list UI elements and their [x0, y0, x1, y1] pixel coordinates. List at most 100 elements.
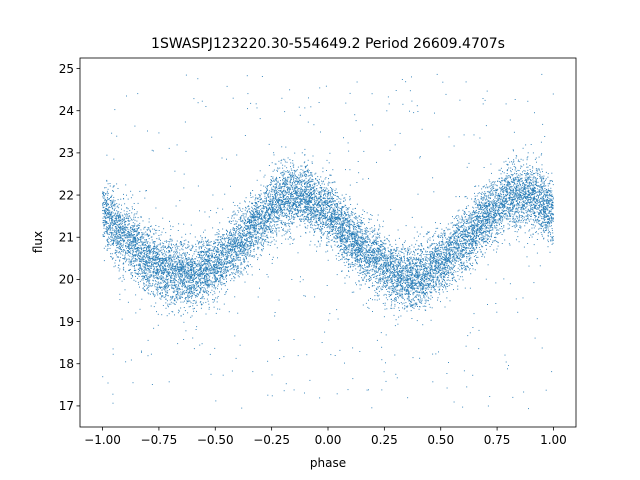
data-point [235, 265, 237, 267]
data-point [552, 184, 554, 186]
data-point [175, 288, 177, 290]
data-point [318, 182, 320, 184]
data-point [493, 212, 495, 214]
data-point [172, 263, 174, 265]
data-point [475, 207, 477, 209]
data-point [382, 276, 384, 278]
data-point [275, 211, 277, 213]
data-point [315, 182, 317, 184]
data-point [458, 229, 460, 231]
data-point [344, 199, 346, 201]
data-point [465, 250, 467, 252]
data-point [402, 277, 404, 279]
data-point [138, 227, 139, 229]
data-point [414, 303, 416, 305]
data-point [403, 253, 405, 255]
data-point [438, 281, 440, 283]
data-point [177, 281, 179, 283]
data-point [216, 272, 218, 274]
data-point [232, 250, 234, 252]
data-point [312, 181, 314, 182]
data-point [151, 264, 153, 266]
data-point [303, 162, 305, 164]
data-point [300, 192, 302, 193]
data-point [347, 213, 349, 215]
data-point [351, 219, 353, 221]
data-point [482, 240, 484, 242]
data-point [519, 175, 521, 177]
data-point [450, 262, 452, 264]
data-point [474, 219, 476, 221]
data-point [325, 85, 327, 87]
data-point [418, 235, 419, 237]
data-point [548, 216, 550, 218]
data-point [363, 238, 365, 240]
data-point [241, 273, 243, 275]
data-point [290, 200, 292, 202]
data-point [410, 306, 412, 308]
data-point [512, 181, 514, 183]
data-point [430, 279, 432, 281]
data-point [132, 240, 134, 242]
data-point [229, 274, 231, 276]
data-point [249, 225, 251, 227]
data-point [391, 293, 393, 295]
data-point [410, 263, 412, 265]
data-point [218, 243, 220, 245]
data-point [436, 244, 438, 245]
data-point [494, 200, 496, 202]
data-point [346, 247, 348, 248]
data-point [140, 241, 142, 243]
data-point [219, 261, 221, 263]
data-point [496, 189, 498, 191]
data-point [484, 207, 486, 209]
data-point [540, 190, 542, 192]
data-point [264, 192, 266, 193]
data-point [301, 199, 303, 201]
data-point [493, 182, 495, 184]
data-point [455, 258, 457, 260]
data-point [532, 190, 533, 191]
data-point [535, 179, 537, 181]
data-point [177, 273, 179, 275]
data-point [381, 240, 383, 242]
data-point [373, 239, 375, 241]
data-point [433, 191, 435, 193]
data-point [129, 264, 131, 266]
data-point [464, 265, 465, 267]
data-point [107, 183, 109, 185]
data-point [364, 265, 366, 267]
data-point [307, 171, 309, 173]
data-point [373, 250, 375, 252]
data-point [467, 266, 469, 268]
data-point [227, 248, 229, 250]
data-point [167, 266, 169, 268]
data-point [207, 243, 209, 245]
data-point [494, 215, 496, 217]
data-point [232, 229, 234, 231]
data-point [457, 233, 459, 235]
data-point [513, 184, 514, 186]
data-point [401, 303, 403, 305]
data-point [389, 149, 391, 151]
data-point [477, 213, 479, 215]
data-point [439, 269, 441, 271]
data-point [542, 190, 544, 192]
data-point [200, 235, 202, 237]
data-point [360, 255, 362, 257]
data-point [416, 290, 418, 292]
data-point [136, 243, 138, 244]
data-point [447, 286, 449, 287]
data-point [368, 280, 370, 282]
data-point [323, 201, 325, 203]
data-point [295, 193, 297, 195]
data-point [536, 194, 538, 196]
data-point [281, 174, 283, 176]
data-point [361, 249, 363, 251]
data-point [501, 201, 503, 202]
data-point [514, 194, 516, 196]
data-point [426, 295, 428, 297]
data-point [337, 241, 338, 243]
data-point [187, 284, 189, 286]
data-point [439, 270, 441, 272]
